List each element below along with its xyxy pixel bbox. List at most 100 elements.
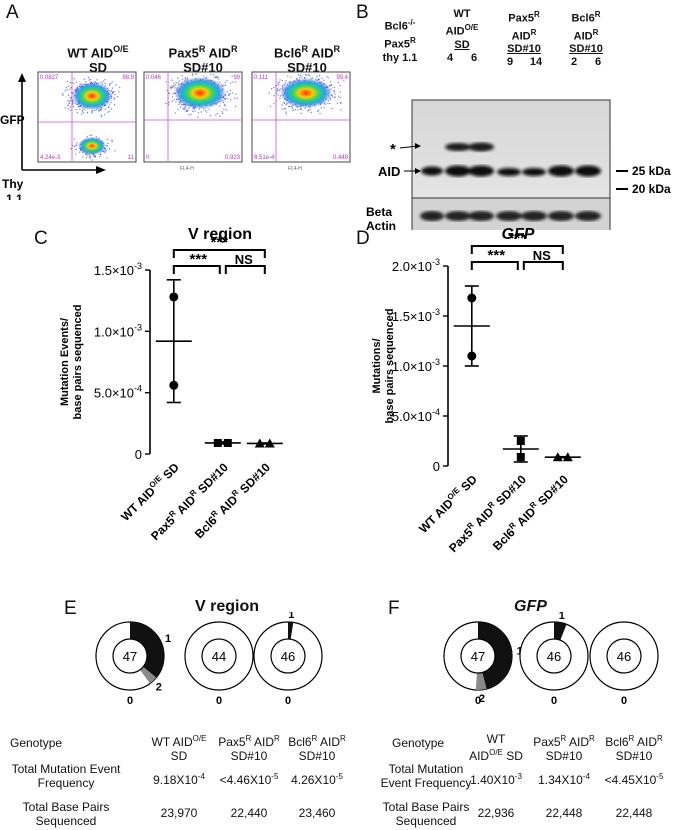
- blot-membrane-aid: [411, 99, 611, 199]
- blot-band-aid-lane3: [468, 165, 494, 177]
- y-tick-label: 2.0×10-3: [392, 257, 440, 274]
- star-arrow: [415, 143, 421, 149]
- y-tick-label: 5.0×10-4: [94, 384, 142, 401]
- q-bl-2: 0: [146, 155, 150, 161]
- q-tl-2: 0.046: [146, 75, 162, 81]
- f-freq-col2: 1.34X10-4: [538, 772, 590, 787]
- data-point: [254, 438, 265, 448]
- q-bl-1: 4.24e-3: [40, 155, 61, 161]
- q-tr-3: 99.4: [336, 75, 348, 81]
- blot-band-actin-lane4: [496, 211, 522, 221]
- sig-label-right: NS: [533, 248, 551, 263]
- data-point: [264, 438, 275, 448]
- panel-label-e: E: [64, 598, 77, 619]
- blot-band-actin-lane1: [420, 211, 444, 221]
- blot-aid-label: AID: [378, 164, 400, 179]
- e-row-freq: Total Mutation Event Frequency: [11, 762, 121, 790]
- e-freq-col1: 9.18X10-4: [153, 772, 205, 787]
- sig-bracket-outer: [172, 249, 266, 258]
- sig-label-outer: ***: [509, 230, 527, 247]
- pie-slice-label: 1: [559, 612, 565, 622]
- flow-density-core-4: [280, 78, 332, 108]
- sig-bracket-left: [470, 261, 519, 270]
- sig-bracket-left: [172, 265, 221, 274]
- e-row-genotype: Genotype: [10, 736, 63, 750]
- pie-slice-label: 0: [621, 695, 627, 707]
- x-category-label-3: Bcl6R AIDR SD#10: [489, 471, 571, 553]
- y-tick-label: 1.0×10-3: [392, 357, 440, 374]
- y-tick-label: 1.5×10-3: [94, 261, 142, 278]
- blot-band-aid-lane2: [445, 165, 471, 177]
- q-br-1: 11: [128, 155, 135, 161]
- e-freq-col2: <4.46X10-5: [219, 772, 279, 787]
- pie-2: 44 0: [184, 621, 254, 707]
- blot-band-actin-lane7: [575, 211, 601, 221]
- marker-25-label: 25 kDa: [632, 164, 671, 178]
- pie-center-value: 46: [281, 649, 295, 664]
- panel-f-title: GFP: [514, 598, 547, 615]
- blot-star-label: *: [390, 141, 396, 158]
- data-point: [516, 437, 525, 445]
- pie-slice-label: 2: [479, 693, 485, 705]
- blot-band-aid-lane7: [575, 165, 601, 177]
- pies-v-region: 47 1 2 0 44 0 46 1 0: [95, 612, 323, 707]
- chart-title: V region: [188, 226, 252, 243]
- chart-v-region: V region Mutation Events/base pairs seque…: [59, 226, 283, 543]
- sig-label-left: ***: [190, 251, 208, 268]
- pie-slice-label: 0: [127, 695, 133, 707]
- blot-band-actin-lane2: [445, 211, 471, 221]
- e-bp-col3: 23,460: [298, 806, 336, 820]
- pie-slice-label: 2: [156, 682, 162, 694]
- sig-label-left: ***: [488, 247, 506, 264]
- flow-x-tick-label-3: FL4-H: [288, 166, 302, 172]
- f-genotype-col1: WT AIDO/E SD: [469, 732, 523, 763]
- data-point: [552, 452, 563, 462]
- f-freq-col3: <4.45X10-5: [604, 772, 664, 787]
- blot-band-actin-lane3: [468, 211, 494, 221]
- chart-title: GFP: [502, 226, 535, 243]
- beta-label-1: Beta: [366, 205, 392, 219]
- x-category-label-3: Bcl6R AIDR SD#10: [191, 459, 273, 541]
- panel-e-title: V region: [195, 598, 260, 615]
- pie-inner-hole: [460, 638, 496, 674]
- western-blot: * AID 25 kDa 20 kDa Beta Actin 1 2 3 4 5…: [366, 99, 671, 230]
- q-tr-2: 99: [233, 75, 240, 81]
- e-bp-col2: 22,440: [230, 806, 268, 820]
- blot-band-aid-lane4: [497, 168, 521, 176]
- blot-band-aid-lane1: [421, 166, 443, 176]
- blot-band-actin-lane5: [521, 211, 547, 221]
- blot-group-2-header: Pax5R AIDR SD#10 9 14: [506, 10, 543, 69]
- f-bp-col2: 22,448: [545, 806, 583, 820]
- e-freq-col3: 4.26X10-5: [291, 772, 343, 787]
- f-genotype-col2: Pax5R AIDR SD#10: [533, 734, 595, 763]
- y-axis-label: Mutation Events/base pairs sequenced: [59, 305, 84, 420]
- blot-band-star-lane3: [468, 142, 494, 152]
- pie-inner-hole: [112, 638, 148, 674]
- q-br-3: 0.448: [333, 155, 349, 161]
- q-br-2: 0.923: [225, 155, 241, 161]
- data-point: [169, 292, 179, 302]
- f-row-genotype: Genotype: [392, 736, 445, 750]
- data-point: [223, 438, 232, 447]
- panel-label-c: C: [34, 228, 48, 249]
- f-bp-col3: 22,448: [615, 806, 653, 820]
- blot-band-aid-lane5: [522, 168, 546, 176]
- flow-plots: 0.0827 88.9 4.24e-3 11 0.046 99 0 0.923 …: [0, 71, 351, 200]
- y-tick-label: 0: [433, 459, 440, 474]
- panel-label-b: B: [356, 2, 369, 23]
- pie-inner-hole: [201, 638, 237, 674]
- pie-center-value: 46: [617, 649, 631, 664]
- y-tick-label: 0: [135, 447, 142, 462]
- y-tick-label: 1.5×10-3: [392, 307, 440, 324]
- pie-3: 46 0: [589, 621, 659, 707]
- e-genotype-col1: WT AIDO/E SD: [151, 734, 207, 763]
- y-tick-label: 5.0×10-4: [392, 407, 440, 424]
- pie-3: 46 1 0: [253, 612, 323, 707]
- f-freq-col1: 1.40X10-3: [470, 772, 522, 787]
- blot-header-col0: Bcl6-/- Pax5R thy 1.1: [382, 18, 418, 65]
- f-bp-col1: 22,936: [477, 806, 515, 820]
- pie-center-value: 46: [547, 649, 561, 664]
- pie-center-value: 47: [471, 649, 485, 664]
- f-row-freq: Total Mutation Event Frequency: [380, 762, 472, 790]
